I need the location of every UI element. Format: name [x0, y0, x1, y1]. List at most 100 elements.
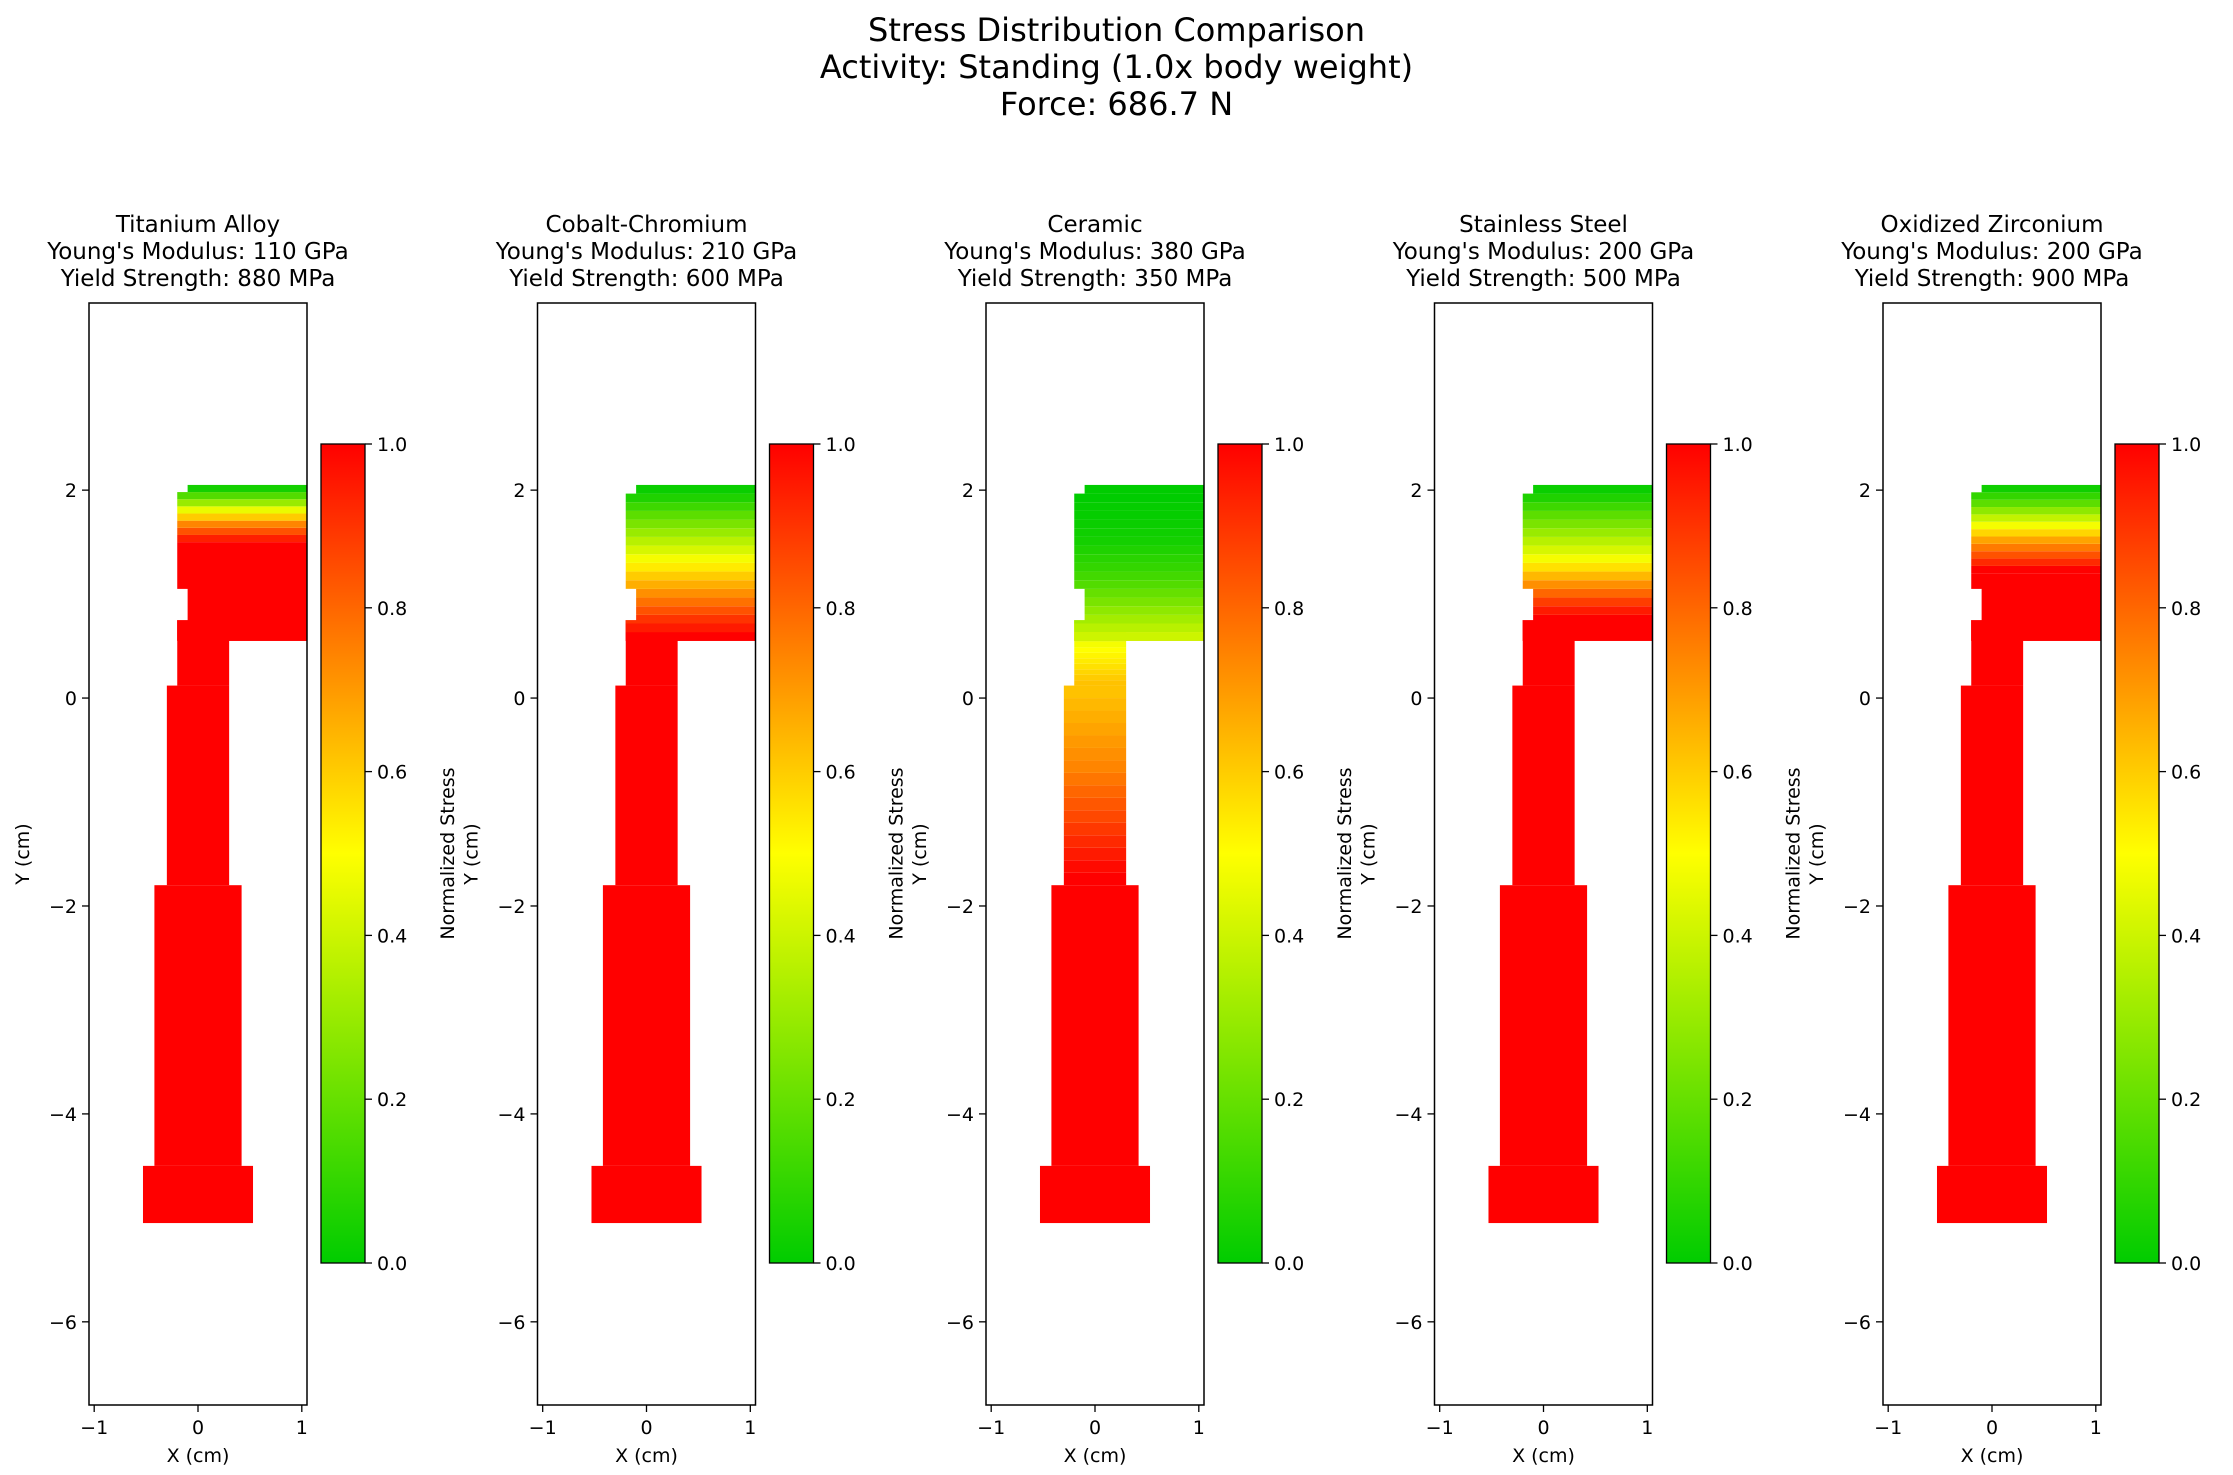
stem-lower-region: [1051, 885, 1139, 1166]
head-band-cell: [625, 502, 756, 511]
subplot-title-line-3: Yield Strength: 600 MPa: [508, 266, 784, 292]
head-band-cell: [625, 545, 756, 555]
stem-upper-region-cell: [1063, 835, 1127, 848]
stem-upper-region: [615, 685, 678, 886]
head-band-cell: [625, 580, 756, 589]
y-tick-label: −6: [1843, 1312, 1871, 1334]
head-band-cell: [1074, 614, 1204, 624]
y-tick-label: 2: [1410, 480, 1422, 502]
x-tick-label: 1: [744, 1417, 756, 1439]
head-band-cell: [1522, 528, 1653, 537]
base-region: [1488, 1165, 1599, 1224]
head-notch: [1520, 588, 1534, 621]
x-axis-label: X (cm): [1961, 1445, 2024, 1467]
y-tick-label: −2: [49, 896, 77, 918]
head-lower-band: [1971, 573, 2101, 641]
y-tick-label: 0: [1410, 688, 1422, 710]
x-axis-label: X (cm): [1512, 1445, 1575, 1467]
colorbar-tick-label: 0.6: [1274, 762, 1304, 784]
y-tick-label: −4: [1843, 1104, 1871, 1126]
implant-stress-map: [1039, 484, 1204, 1224]
base-region: [142, 1165, 254, 1224]
head-band-cell: [625, 614, 756, 624]
head-band-cell: [1074, 545, 1204, 555]
x-axis-label: X (cm): [1064, 1445, 1127, 1467]
x-axis-label: X (cm): [615, 1445, 678, 1467]
head-band-cell: [1522, 545, 1653, 555]
neck-region-cell: [1074, 674, 1127, 681]
y-tick-label: −2: [946, 896, 974, 918]
stem-upper-region: [1512, 685, 1575, 886]
head-band-cell: [177, 534, 307, 543]
head-band-cell: [1971, 529, 2101, 537]
y-tick-label: 0: [513, 688, 525, 710]
neck-region-cell: [1074, 641, 1127, 648]
x-tick-label: 0: [1089, 1417, 1101, 1439]
stem-upper-region-cell: [1063, 797, 1127, 811]
head-band-cell: [625, 571, 756, 581]
colorbar-tick-label: 0.0: [1723, 1253, 1753, 1275]
x-tick-label: −1: [80, 1417, 108, 1439]
colorbar-tick-label: 1.0: [1723, 434, 1753, 456]
head-band-cell: [1074, 554, 1204, 563]
head-band-cell: [1074, 528, 1204, 537]
y-tick-label: 0: [962, 688, 974, 710]
colorbar-tick-label: 0.2: [377, 1089, 407, 1111]
head-band-cell: [1074, 571, 1204, 581]
colorbar-tick-label: 0.2: [1723, 1089, 1753, 1111]
stem-upper-region-cell: [1063, 760, 1127, 773]
x-tick-label: 0: [192, 1417, 204, 1439]
neck-region-cell: [1074, 680, 1127, 686]
y-tick-label: 2: [513, 480, 525, 502]
stem-upper-region-cell: [1063, 698, 1127, 711]
head-band-cell: [1971, 536, 2101, 544]
y-tick-label: 0: [1859, 688, 1871, 710]
colorbar-label: Normalized Stress: [1783, 767, 1805, 939]
figure-title-line-2: Activity: Standing (1.0x body weight): [819, 48, 1414, 86]
head-band-cell: [625, 554, 756, 563]
neck-region-cell: [1074, 669, 1127, 675]
head-band-cell: [1971, 565, 2101, 574]
stem-upper-region-cell: [1063, 723, 1127, 736]
head-band-cell: [177, 492, 307, 500]
head-band-cell: [1074, 632, 1204, 641]
head-band-cell: [1074, 519, 1204, 529]
head-band-cell: [1522, 571, 1653, 581]
head-band-cell: [625, 632, 756, 641]
head-band-cell: [1522, 493, 1653, 503]
colorbar-label: Normalized Stress: [886, 767, 908, 939]
implant-stress-map: [142, 484, 307, 1224]
head-band-cell: [1522, 588, 1653, 598]
head-band-cell: [1522, 519, 1653, 529]
colorbar-label: Normalized Stress: [437, 767, 459, 939]
colorbar-label: Normalized Stress: [1334, 767, 1356, 939]
head-notch: [1969, 588, 1982, 621]
colorbar: [320, 443, 366, 1264]
stem-upper-region-cell: [1063, 810, 1127, 823]
colorbar-tick-label: 0.6: [826, 762, 856, 784]
head-band-cell: [1971, 551, 2101, 559]
colorbar-tick-label: 1.0: [377, 434, 407, 456]
head-band-cell: [1522, 562, 1653, 572]
x-tick-label: 1: [1193, 1417, 1205, 1439]
neck-region-cell: [1074, 652, 1127, 659]
figure-title-line-3: Force: 686.7 N: [999, 85, 1234, 123]
head-band-cell: [625, 528, 756, 537]
head-band-cell: [625, 493, 756, 503]
head-band-cell: [1533, 484, 1653, 494]
colorbar-tick-label: 0.6: [2171, 762, 2201, 784]
colorbar-tick-label: 0.6: [377, 762, 407, 784]
neck-region-cell: [1074, 658, 1127, 664]
head-band-cell: [1074, 623, 1204, 633]
head-band-cell: [1522, 632, 1653, 641]
y-tick-label: 2: [1859, 480, 1871, 502]
x-tick-label: 0: [640, 1417, 652, 1439]
subplot-title-line-1: Ceramic: [1047, 212, 1142, 238]
stem-lower-region: [154, 885, 242, 1166]
head-band-cell: [1074, 588, 1204, 598]
colorbar-tick-label: 0.4: [2171, 925, 2201, 947]
base-region: [591, 1165, 702, 1224]
colorbar-tick-label: 0.0: [826, 1253, 856, 1275]
